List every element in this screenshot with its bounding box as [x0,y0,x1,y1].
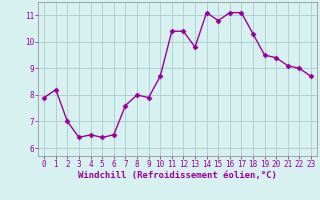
X-axis label: Windchill (Refroidissement éolien,°C): Windchill (Refroidissement éolien,°C) [78,171,277,180]
